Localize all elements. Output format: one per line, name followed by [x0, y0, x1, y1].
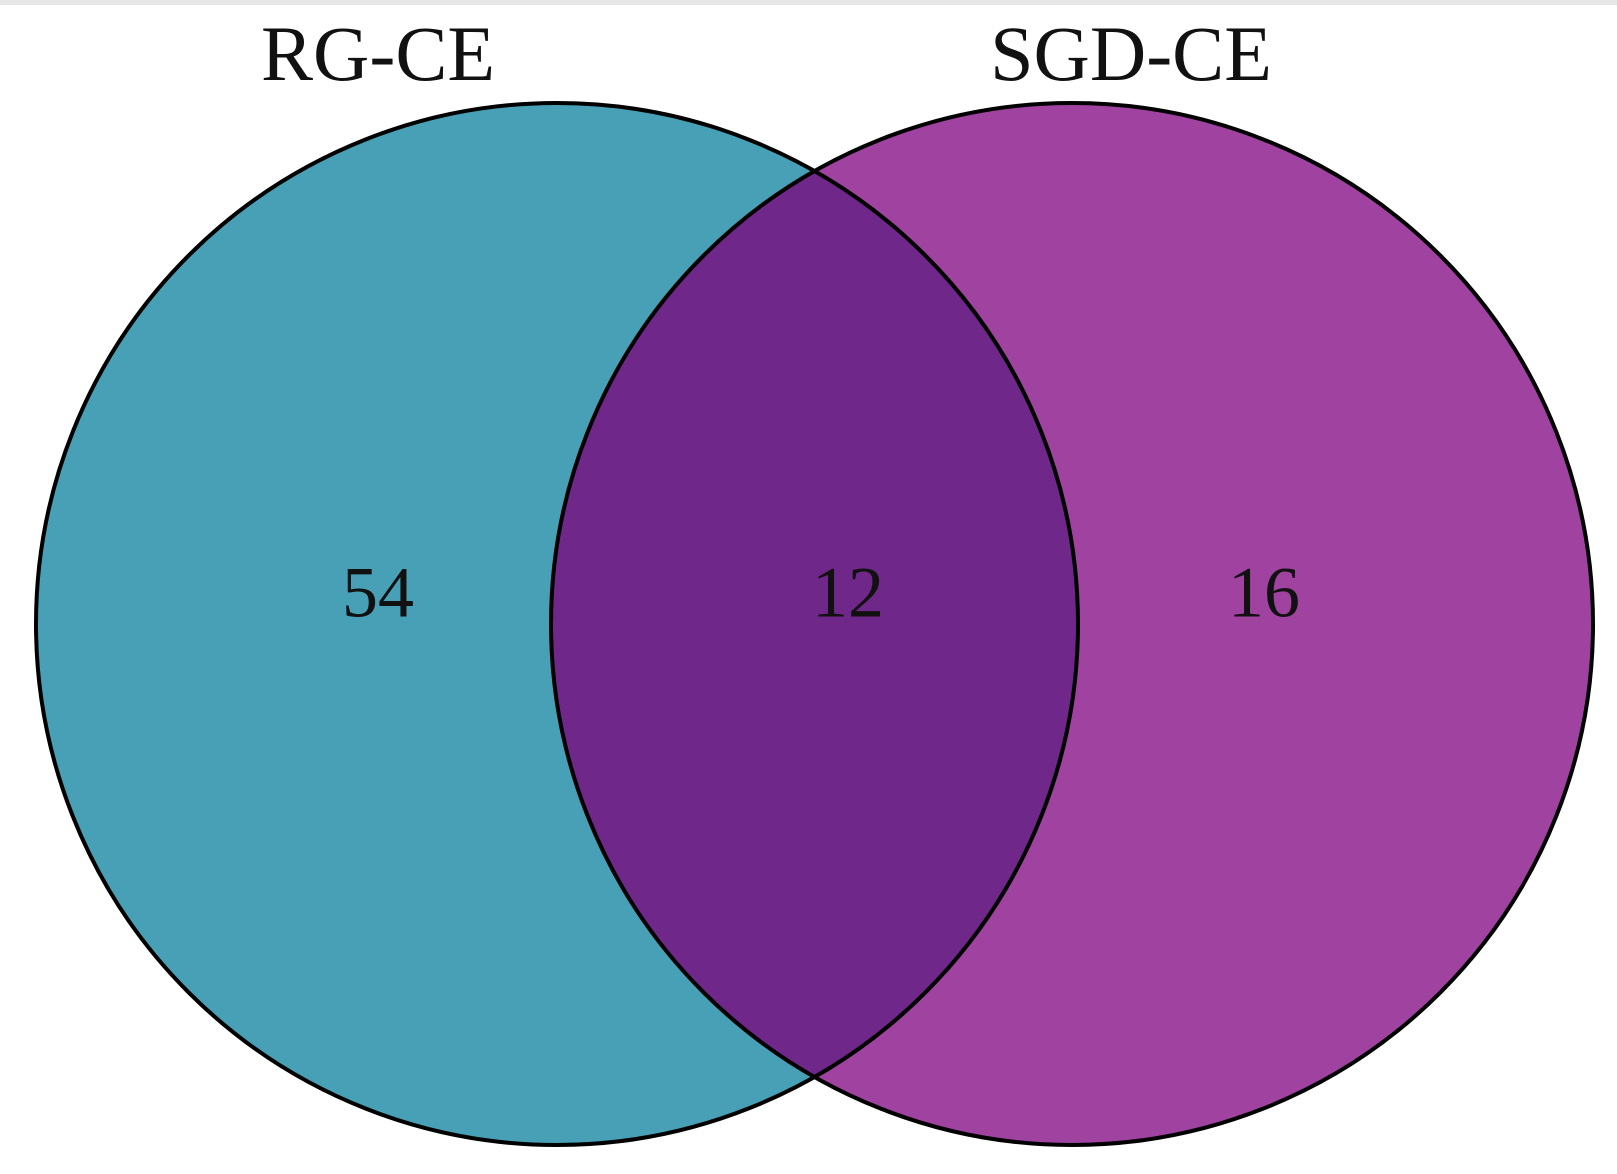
- top-border: [0, 0, 1617, 5]
- circle-outline: [549, 101, 1595, 1147]
- count-label: 54: [342, 553, 414, 633]
- set-label: SGD-CE: [990, 10, 1272, 97]
- circle-outline: [34, 101, 1080, 1147]
- set-label: RG-CE: [261, 10, 495, 97]
- count-label: 16: [1228, 553, 1300, 633]
- count-label: 12: [812, 553, 884, 633]
- intersection-region: [551, 103, 1078, 1145]
